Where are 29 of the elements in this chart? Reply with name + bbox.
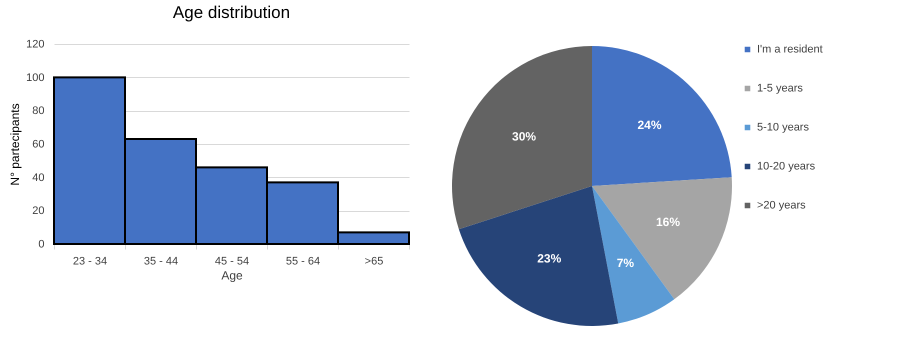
pie-slice	[592, 46, 732, 186]
y-tick-label: 80	[32, 105, 44, 118]
data-label: 24%	[637, 118, 662, 132]
chart-title: Age distribution	[172, 3, 290, 22]
pie-slice	[592, 177, 732, 300]
legend-label: >20 years	[757, 200, 806, 212]
y-tick-label: 20	[32, 205, 44, 218]
y-tick-label: 60	[32, 138, 44, 150]
legend-label: 1-5 years	[757, 82, 804, 94]
data-label: 16%	[656, 214, 680, 229]
x-tick-label: 45 - 54	[214, 256, 250, 268]
data-label: 23%	[537, 251, 562, 266]
x-tick-label: 35 - 44	[144, 256, 178, 268]
y-tick-label: 120	[26, 38, 44, 50]
legend-label: I'm a resident	[757, 44, 823, 56]
x-tick-label: >65	[364, 256, 384, 268]
legend-label: 10-20 years	[757, 160, 816, 172]
legend-label: 5-10 years	[757, 122, 810, 134]
pie-slice	[452, 46, 592, 230]
data-label: 30%	[512, 130, 536, 144]
x-tick-label: 23 - 34	[72, 256, 108, 268]
y-axis-title: N° partecipants	[8, 103, 22, 186]
pie-slice	[458, 186, 618, 326]
y-tick-label: 0	[38, 238, 44, 250]
x-tick-label: 55 - 64	[286, 256, 320, 268]
x-axis-title: Age	[221, 268, 243, 282]
data-label: 7%	[616, 256, 634, 270]
y-tick-label: 40	[32, 172, 44, 184]
y-tick-label: 100	[26, 72, 44, 84]
